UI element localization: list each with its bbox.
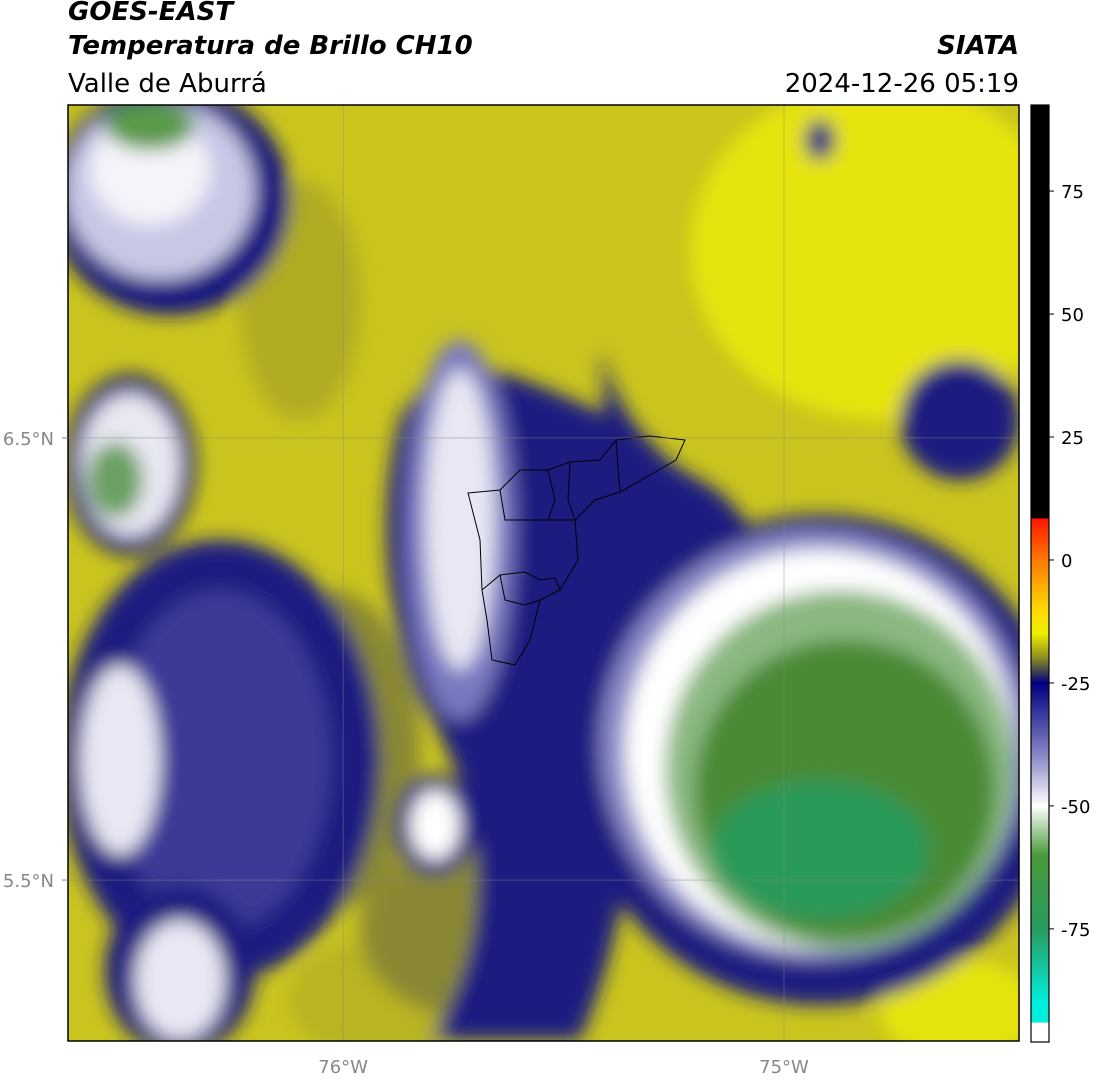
y-tick-label: 6.5°N: [3, 429, 54, 450]
subtitle: Temperatura de Brillo CH10: [68, 31, 473, 61]
x-tick-label: 76°W: [318, 1057, 368, 1078]
map-frame: [67, 104, 1020, 1042]
municipal-boundaries: [467, 435, 686, 666]
x-tick-label: 75°W: [759, 1057, 809, 1078]
colorbar-tick-label: 50: [1061, 305, 1084, 326]
title: GOES-EAST: [68, 0, 235, 27]
colorbar-tick-label: -75: [1061, 920, 1090, 941]
datetime: 2024-12-26 05:19: [785, 69, 1019, 99]
source: SIATA: [937, 31, 1019, 61]
imagery: [68, 105, 1019, 1041]
grid: [68, 105, 1019, 1041]
colorbar-tick-label: 75: [1061, 182, 1084, 203]
colorbar: [1030, 104, 1050, 1043]
region: Valle de Aburrá: [68, 69, 267, 99]
colorbar-tick-label: 0: [1061, 551, 1072, 572]
colorbar-tick-label: 25: [1061, 428, 1084, 449]
y-tick-label: 5.5°N: [3, 871, 54, 892]
colorbar-tick-label: -25: [1061, 674, 1090, 695]
colorbar-tick-label: -50: [1061, 797, 1090, 818]
